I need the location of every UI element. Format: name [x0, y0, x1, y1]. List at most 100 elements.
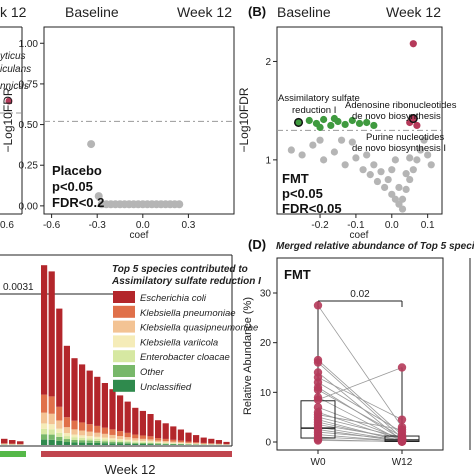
week12-bar-1-seg-4 [48, 429, 55, 435]
pair-line-2 [317, 362, 403, 439]
placebo-x-axis: -0.6 -0.3 0.0 0.3 [43, 214, 196, 231]
fmt-fdr-threshold: FDR<0.05 [282, 201, 342, 216]
week12-bar-17-seg-3 [170, 442, 177, 444]
week12-bar-5-seg-6 [79, 442, 86, 445]
legend-swatch-0 [113, 291, 135, 303]
week12-bar-21-seg-1 [200, 442, 207, 444]
week12-bar-0-seg-2 [41, 412, 48, 424]
week12-bar-10-seg-3 [117, 439, 124, 441]
week12-bar-6-seg-5 [86, 440, 93, 443]
fmt-gray-point-31 [388, 166, 396, 174]
week12-bar-6-seg-6 [86, 442, 93, 445]
week12-bar-7-seg-5 [94, 440, 101, 443]
fmt-x-tick-label-1: -0.1 [347, 220, 365, 231]
week12-bar-8-seg-6 [101, 443, 108, 445]
fmt-red-outlined-point [408, 113, 418, 124]
week12-bar-12-seg-0 [132, 407, 139, 435]
week12-bar-4-seg-3 [71, 434, 78, 438]
week12-bar-15-seg-0 [155, 420, 162, 439]
week12-bar-24-seg-0 [223, 441, 230, 445]
panel-a-fragment: k 12 yticus iculans nnicus 0.6 [0, 4, 31, 231]
week12-bar-7-seg-1 [94, 425, 101, 433]
box-significance-pvalue: 0.02 [350, 289, 370, 300]
placebo-plot-frame [43, 26, 235, 215]
fmt-week12-label: Week 12 [386, 4, 441, 20]
fmt-group-label: FMT [282, 171, 309, 186]
week12-bar-2-seg-3 [56, 428, 63, 433]
fmt-label-purine-line1: Purine nucleotides [366, 132, 444, 143]
fmt-green-point-10 [316, 123, 324, 131]
placebo-y-axis: 0.00 0.25 0.50 0.75 1.00 [19, 39, 44, 212]
week12-bar-9-seg-6 [109, 443, 116, 445]
week12-bar-6-seg-0 [86, 370, 93, 425]
week12-bar-3-seg-4 [63, 436, 70, 440]
fmt-plot-frame [276, 26, 443, 215]
legend-title-line2: Assimilatory sulfate reduction I [111, 276, 261, 287]
legend-label-1: Klebsiella pneumoniae [140, 308, 236, 319]
box-y-tick-label-3: 30 [260, 289, 272, 300]
week12-bar-9-seg-2 [109, 434, 116, 439]
week12-bar-16-seg-4 [162, 443, 169, 444]
week12-bar-5-seg-5 [79, 440, 86, 443]
fmt-gray-point-4 [330, 148, 338, 156]
week12-bar-15-seg-4 [155, 442, 162, 444]
fmt-x-axis-title: coef [350, 230, 369, 241]
week12-bar-9-seg-0 [109, 389, 116, 430]
legend-swatch-6 [113, 379, 135, 392]
pair-line-0 [317, 305, 403, 428]
placebo-y-tick-label-4: 1.00 [19, 39, 39, 50]
fmt-gray-point-6 [352, 154, 360, 162]
fmt-gray-point-16 [406, 175, 414, 184]
week12-bar-16-seg-1 [162, 438, 169, 442]
fmt-red-points [406, 40, 421, 130]
week12-bar-0-seg-6 [41, 439, 48, 445]
fmt-y-tick-label-0: 1 [265, 155, 271, 166]
legend-swatch-4 [113, 350, 135, 363]
week12-bar-0-seg-5 [41, 434, 48, 440]
stack-significance-pvalue: 0.0031 [3, 282, 34, 293]
week12-bar-6-seg-2 [86, 431, 93, 437]
fmt-gray-point-9 [373, 177, 382, 186]
week12-bar-8-seg-4 [101, 439, 108, 442]
week12-bar-17-seg-0 [170, 426, 177, 440]
w0-point-2 [313, 358, 323, 367]
box-panel-title: Merged relative abundance of Top 5 speci… [276, 241, 474, 252]
fmt-gray-point-3 [320, 156, 328, 164]
fmt-gray-points [287, 136, 435, 213]
fmt-label-adenosine-line2: de novo biosynthesis [352, 111, 441, 122]
week12-bar-11-seg-0 [124, 401, 131, 433]
pair-line-9 [317, 367, 403, 401]
stacked-bar-panel: 0.0031 Week 12 Top 5 species contributed… [0, 254, 261, 474]
week12-bar-17-seg-4 [170, 443, 177, 444]
fmt-y-axis: 12 [265, 57, 277, 166]
fmt-gray-point-27 [337, 136, 346, 144]
panel-a-species-3: nnicus [0, 81, 29, 92]
legend-label-4: Enterobacter cloacae [140, 352, 230, 363]
week12-bar-17-seg-5 [170, 443, 177, 445]
fmt-y-tick-label-1: 2 [265, 57, 271, 68]
week12-bar-8-seg-1 [101, 427, 108, 434]
week12-bar-11-seg-1 [124, 432, 131, 438]
placebo-point-19 [175, 200, 184, 209]
week12-bar-19-seg-0 [185, 432, 192, 442]
week12-bar-1-seg-2 [48, 413, 55, 425]
week12-bar-15-seg-6 [155, 444, 162, 445]
fmt-green-point-0 [305, 116, 313, 125]
pair-line-12 [317, 414, 403, 430]
week12-bar-11-seg-3 [124, 439, 131, 442]
week12-bar-10-seg-2 [117, 436, 124, 440]
fmt-green-point-9 [370, 121, 378, 130]
fmt-gray-point-21 [370, 161, 378, 169]
pair-line-4 [317, 377, 403, 421]
week12-bar-11-seg-6 [124, 443, 131, 445]
week12-bar-1-seg-3 [48, 424, 55, 430]
fmt-x-tick-label-2: 0.0 [385, 220, 399, 231]
week12-bar-0-seg-3 [41, 423, 48, 429]
fmt-green-point-6 [348, 116, 356, 125]
fmt-gray-point-29 [424, 151, 432, 159]
w12-point-4 [397, 415, 407, 424]
week12-bar-3-seg-2 [63, 427, 70, 434]
fmt-gray-point-34 [316, 136, 324, 144]
week12-bar-2-seg-0 [56, 308, 63, 407]
